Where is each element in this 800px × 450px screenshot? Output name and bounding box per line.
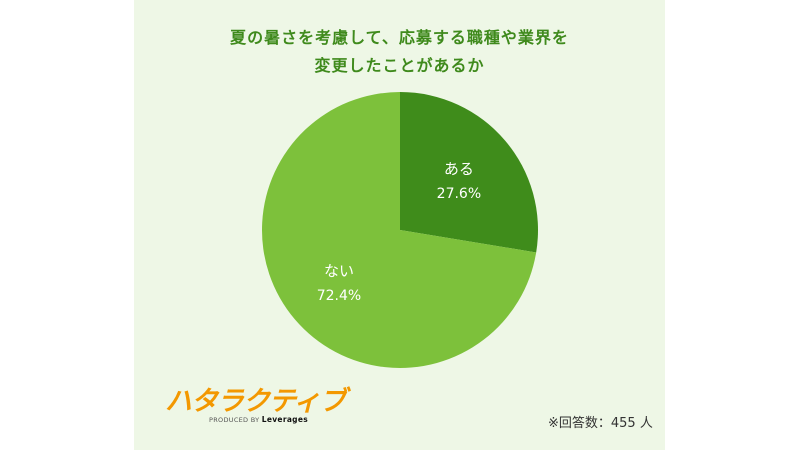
response-count-note: ※回答数：455 人 [548,416,653,431]
pie-chart: ある 27.6% ない 72.4% [262,91,538,368]
pie-slice-2 [262,91,537,368]
hataractive-logo: ハタラクティブ PRODUCED BY Leverages [165,385,346,425]
slice-label-1: ある [444,160,474,178]
logo-wordmark: ハタラクティブ [165,386,346,417]
chart-card: 夏の暑さを考慮して、応募する職種や業界を 変更したことがあるか ある 27.6% な… [134,0,665,450]
slice-value-2: 72.4% [317,288,361,304]
pie-slice-1 [400,92,538,253]
logo-brand: Leverages [261,415,309,424]
slice-label-2: ない [324,262,354,280]
logo-produced-by: PRODUCED BY Leverages [209,415,308,424]
slice-value-1: 27.6% [437,186,481,202]
logo-produced-by-prefix: PRODUCED BY [209,416,262,424]
chart-title: 夏の暑さを考慮して、応募する職種や業界を 変更したことがあるか [230,28,569,75]
